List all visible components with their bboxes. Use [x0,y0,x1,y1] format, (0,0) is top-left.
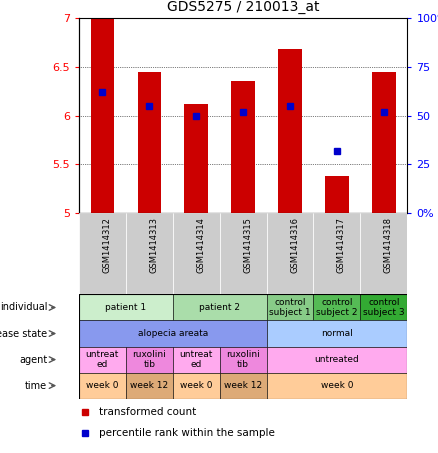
Text: individual: individual [0,303,47,313]
Bar [267,321,407,347]
Text: normal: normal [321,329,353,338]
Text: ruxolini
tib: ruxolini tib [132,350,166,369]
Bar [219,347,267,372]
Text: patient 2: patient 2 [199,303,240,312]
Bar [360,294,407,321]
Text: transformed count: transformed count [99,407,196,417]
Bar [126,213,173,294]
Bar [79,372,126,399]
Bar [219,372,267,399]
Bar [79,321,267,347]
Bar [79,294,173,321]
Text: patient 1: patient 1 [105,303,146,312]
Bar [267,213,314,294]
Bar [372,72,396,213]
Bar [91,18,114,213]
Text: untreat
ed: untreat ed [180,350,213,369]
Bar [360,213,407,294]
Text: GSM1414312: GSM1414312 [102,217,111,273]
Bar [219,213,267,294]
Bar [79,213,126,294]
Text: GSM1414316: GSM1414316 [290,217,299,273]
Bar [79,347,126,372]
Bar [314,213,360,294]
Bar [173,213,219,294]
Text: control
subject 3: control subject 3 [363,298,405,317]
Text: control
subject 1: control subject 1 [269,298,311,317]
Title: GDS5275 / 210013_at: GDS5275 / 210013_at [167,0,319,14]
Text: week 12: week 12 [130,381,168,390]
Bar [267,347,407,372]
Text: GSM1414315: GSM1414315 [243,217,252,273]
Bar [126,372,173,399]
Text: untreated: untreated [314,355,359,364]
Text: control
subject 2: control subject 2 [316,298,358,317]
Bar [267,294,314,321]
Bar [325,176,349,213]
Text: disease state: disease state [0,328,47,338]
Text: alopecia areata: alopecia areata [138,329,208,338]
Text: week 12: week 12 [224,381,262,390]
Text: GSM1414317: GSM1414317 [337,217,346,273]
Bar [173,372,219,399]
Text: GSM1414318: GSM1414318 [384,217,393,273]
Text: week 0: week 0 [180,381,212,390]
Text: untreat
ed: untreat ed [85,350,119,369]
Bar [231,82,255,213]
Text: week 0: week 0 [321,381,353,390]
Bar [173,294,267,321]
Text: percentile rank within the sample: percentile rank within the sample [99,428,275,438]
Text: week 0: week 0 [86,381,119,390]
Text: GSM1414314: GSM1414314 [196,217,205,273]
Bar [126,347,173,372]
Text: ruxolini
tib: ruxolini tib [226,350,260,369]
Bar [173,347,219,372]
Text: agent: agent [19,355,47,365]
Text: time: time [25,381,47,390]
Bar [138,72,161,213]
Bar [278,49,302,213]
Text: GSM1414313: GSM1414313 [149,217,158,273]
Bar [184,104,208,213]
Bar [267,372,407,399]
Bar [314,294,360,321]
